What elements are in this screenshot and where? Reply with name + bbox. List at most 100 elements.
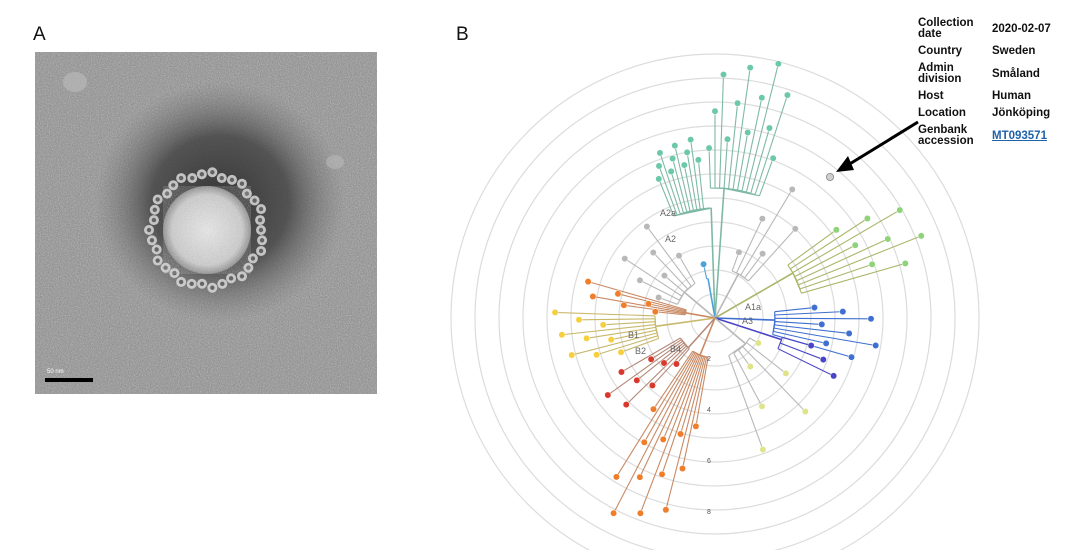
- spike-center: [189, 281, 194, 287]
- metadata-row-host: Host Human: [918, 90, 1068, 108]
- branch-tip: [798, 235, 922, 286]
- virion-spikes: [144, 167, 268, 293]
- ring-labels: 2 4 6 8: [707, 356, 711, 516]
- tip-node: [649, 249, 657, 256]
- branch-tip: [744, 253, 764, 279]
- spike-center: [190, 175, 195, 181]
- branch-tip: [790, 218, 868, 270]
- tip-node: [819, 356, 827, 364]
- branch-link: [789, 268, 794, 274]
- tip-node: [677, 430, 684, 438]
- branch-tip: [773, 330, 827, 344]
- branch-tip: [652, 252, 688, 290]
- spike-center: [155, 197, 160, 202]
- distance-ring: [594, 197, 836, 439]
- branch-tip: [663, 344, 686, 364]
- metadata-key: Admin division: [918, 62, 962, 85]
- genbank-accession-link[interactable]: MT093571: [992, 129, 1047, 142]
- sample-arrow: [836, 120, 919, 172]
- branch-stem: [714, 317, 775, 321]
- metadata-key: Host: [918, 90, 944, 102]
- tip-node: [643, 223, 651, 231]
- metadata-value: Human: [992, 90, 1031, 102]
- spike-center: [210, 170, 215, 175]
- tip-node: [551, 308, 559, 316]
- spike-center: [210, 285, 215, 290]
- metadata-row-country: Country Sweden: [918, 45, 1068, 63]
- spike-center: [178, 279, 184, 285]
- tip-node: [636, 473, 644, 481]
- branch-tip: [774, 307, 815, 313]
- branch-tip: [681, 356, 708, 469]
- tip-node: [633, 376, 641, 384]
- clade-label-a2: A2: [665, 234, 676, 244]
- branch-tip: [801, 262, 906, 294]
- clade-labels: A2a A2 A1a A3 B1 B2 B4: [628, 208, 761, 356]
- tip-node: [640, 438, 648, 446]
- electron-micrograph: [35, 52, 377, 394]
- branch-link: [684, 309, 687, 313]
- tip-node: [830, 372, 838, 380]
- tip-node: [575, 316, 583, 324]
- metadata-key: Collection date: [918, 17, 974, 40]
- spike-center: [220, 281, 225, 287]
- scale-bar: [45, 378, 93, 382]
- tip-node: [746, 64, 754, 72]
- metadata-value: Jönköping: [992, 107, 1051, 119]
- branch-stem: [707, 278, 716, 319]
- tip-node: [647, 355, 655, 363]
- tip-node: [867, 315, 875, 323]
- branch-stem: [714, 317, 747, 345]
- tip-node: [675, 252, 683, 260]
- tip-node: [558, 331, 566, 339]
- tip-node: [734, 99, 742, 107]
- tip-node: [694, 156, 702, 164]
- tip-node: [599, 321, 607, 329]
- distance-ring: [690, 293, 740, 343]
- tip-node: [848, 353, 855, 361]
- tip-node: [660, 272, 668, 280]
- tip-node: [774, 60, 782, 68]
- branch-tip: [774, 324, 850, 334]
- branch-tip: [718, 74, 725, 189]
- tip-node: [612, 473, 620, 481]
- spike-center: [258, 248, 264, 254]
- branch-tip: [561, 323, 656, 336]
- branch-tip: [774, 327, 876, 347]
- branch-link: [772, 320, 776, 335]
- branch-tip: [774, 311, 843, 316]
- metadata-row-collection-date: Collection date 2020-02-07: [918, 17, 1068, 46]
- clade-label-b2: B2: [635, 346, 646, 356]
- tip-node: [735, 248, 743, 256]
- branch-tip: [678, 255, 696, 284]
- clade-label-b4: B4: [670, 344, 681, 354]
- metadata-row-genbank-accession: Genbank accession MT093571: [918, 124, 1068, 153]
- spike-center: [219, 175, 224, 181]
- branch-tip: [607, 340, 683, 396]
- tip-node: [655, 294, 663, 301]
- spike-center: [178, 175, 184, 181]
- tip-node: [868, 260, 876, 268]
- branch-tip: [586, 326, 656, 339]
- branch-tip: [690, 139, 701, 210]
- tip-node: [759, 446, 767, 454]
- branch-tip: [748, 228, 796, 282]
- branch-tip: [592, 295, 686, 314]
- branch-tip: [596, 335, 658, 356]
- branch-link: [736, 272, 739, 275]
- metadata-key: Genbank accession: [918, 124, 974, 147]
- branch-tip: [658, 165, 678, 215]
- clade-label-a1a: A1a: [745, 302, 761, 312]
- branch-tip: [736, 218, 763, 274]
- tip-node: [636, 276, 644, 284]
- tip-node: [621, 255, 629, 263]
- tip-node: [801, 408, 809, 415]
- metadata-row-location: Location Jönköping: [918, 107, 1068, 125]
- tip-node: [724, 135, 731, 143]
- ring-label-4: 4: [707, 407, 711, 414]
- branch-tip: [603, 321, 656, 326]
- branch-tip: [670, 171, 684, 213]
- tip-node: [901, 259, 909, 267]
- branch-tip: [643, 352, 696, 443]
- tip-node: [614, 290, 622, 298]
